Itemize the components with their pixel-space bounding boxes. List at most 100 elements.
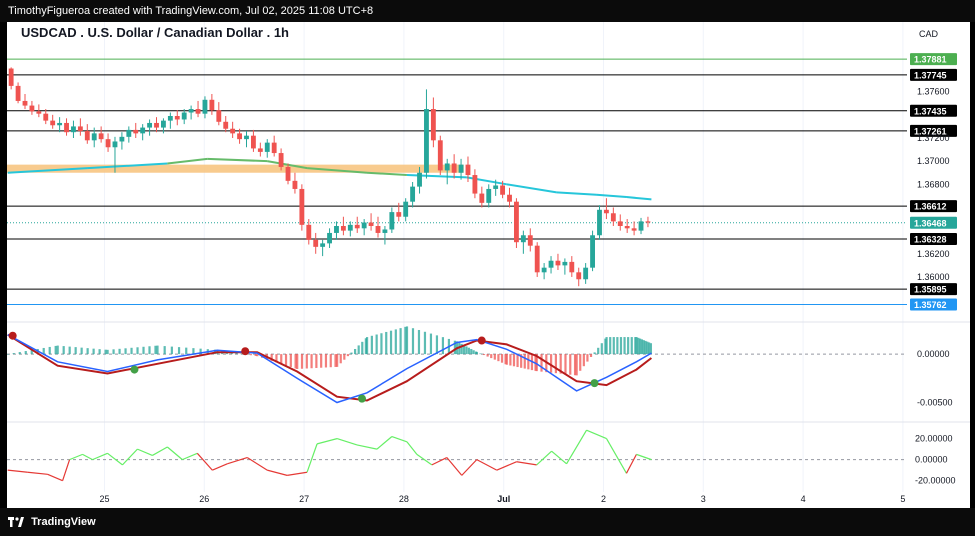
macd-hist-bar xyxy=(423,331,427,355)
osc-segment xyxy=(476,459,497,471)
chart-canvas[interactable]: 1.37881 1.37745 1.37435 1.37261 1.36612 1.363… xyxy=(7,22,970,508)
candle-body xyxy=(230,128,236,134)
osc-segment xyxy=(212,463,228,471)
macd-hist-bar xyxy=(357,345,360,355)
macd-hist-bar xyxy=(575,354,578,376)
candle-body xyxy=(389,212,395,230)
macd-hist-bar xyxy=(380,333,383,355)
osc-segment xyxy=(227,456,248,465)
macd-hist-bar xyxy=(365,337,369,355)
currency-label: CAD xyxy=(919,29,939,39)
candle-body xyxy=(410,186,416,202)
macd-hist-bar xyxy=(370,335,373,355)
candle-body xyxy=(133,129,139,134)
time-tick-label: Jul xyxy=(497,494,510,504)
candle-body xyxy=(278,153,284,167)
candle-body xyxy=(382,229,388,233)
candle-body xyxy=(237,133,242,140)
macd-hist-bar xyxy=(589,354,593,357)
osc-segment xyxy=(406,441,418,455)
time-axis: 25 26 27 28 Jul 2 3 4 5 xyxy=(99,494,905,504)
macd-hist-bar xyxy=(569,354,572,375)
horizontal-levels: 1.37881 1.37745 1.37435 1.37261 1.36612 1.363… xyxy=(7,53,957,311)
macd-hist-bar xyxy=(136,347,139,355)
candle-body xyxy=(257,148,263,152)
candle-body xyxy=(583,267,589,280)
macd-hist-bar xyxy=(490,354,493,359)
candle-body xyxy=(223,121,229,129)
macd-hist-bar xyxy=(479,353,482,355)
osc-segment xyxy=(516,461,537,466)
candle-body xyxy=(77,126,83,132)
macd-hist-bar xyxy=(405,326,409,355)
macd-hist-bar xyxy=(627,337,630,355)
osc-segment xyxy=(7,469,28,473)
macd-hist-bar xyxy=(310,354,313,369)
candle-body xyxy=(424,109,429,173)
macd-hist-bar xyxy=(635,337,638,355)
level-tag-label: 1.37435 xyxy=(914,106,947,116)
macd-hist-bar xyxy=(296,354,299,369)
candle-body xyxy=(541,267,547,273)
osc-segment xyxy=(267,469,288,476)
candle-body xyxy=(472,175,478,194)
macd-hist-bar xyxy=(300,354,304,369)
macd-hist-bar xyxy=(523,354,526,369)
candle-body xyxy=(161,120,166,128)
macd-hist-bar xyxy=(604,338,607,355)
osc-segment xyxy=(246,457,268,471)
macd-hist-bar xyxy=(462,345,466,355)
candle-body xyxy=(403,201,409,217)
candle-body xyxy=(610,213,616,222)
macd-hist-bar xyxy=(460,343,463,355)
grid xyxy=(7,22,970,492)
macd-hist-bar xyxy=(640,339,644,355)
macd-hist-bar xyxy=(646,341,649,355)
osc-segment xyxy=(287,471,308,476)
macd-hist-bar xyxy=(417,329,421,355)
macd-hist-bar xyxy=(482,354,486,356)
candle-body xyxy=(174,116,180,120)
candle-body xyxy=(216,110,222,122)
ma-segment xyxy=(7,167,88,174)
level-tag-label: 1.35895 xyxy=(914,285,947,295)
candle-body xyxy=(617,221,623,226)
time-tick-label: 26 xyxy=(199,494,209,504)
macd-cross-dot xyxy=(477,336,486,345)
osc-segment xyxy=(306,443,318,473)
macd-hist-bar xyxy=(270,354,273,361)
macd-hist-bar xyxy=(559,354,562,374)
osc-segment xyxy=(166,446,183,461)
candle-body xyxy=(500,185,506,195)
candle-body xyxy=(555,260,561,266)
candle-body xyxy=(444,163,450,171)
candle-body xyxy=(361,222,367,229)
macd-tick-label: -0.00500 xyxy=(917,397,953,407)
macd-hist-bar xyxy=(630,337,633,355)
tradingview-logo-icon xyxy=(8,517,24,528)
macd-hist-bar xyxy=(106,349,109,355)
macd-hist-bar xyxy=(12,353,15,355)
macd-hist-bar xyxy=(411,328,415,355)
candle-body xyxy=(71,126,76,133)
candle-body xyxy=(119,136,125,142)
candle-body xyxy=(597,209,602,236)
macd-hist-bar xyxy=(324,354,328,368)
macd-hist-bar xyxy=(486,354,489,357)
candle-body xyxy=(479,193,485,203)
osc-segment xyxy=(461,459,478,476)
macd-hist-bar xyxy=(639,338,642,355)
macd-hist-bar xyxy=(30,350,33,355)
macd-hist-bar xyxy=(112,349,115,355)
macd-signal-line xyxy=(7,333,653,402)
osc-segment xyxy=(107,452,123,466)
candle-body xyxy=(624,226,630,229)
macd-hist-bar xyxy=(475,351,478,355)
osc-segment xyxy=(496,461,517,471)
macd-hist-bar xyxy=(389,330,393,355)
macd-hist-bar xyxy=(579,354,582,371)
chart-frame[interactable]: 1.37881 1.37745 1.37435 1.37261 1.36612 1.363… xyxy=(7,22,970,508)
candle-body xyxy=(486,188,492,203)
macd-hist-bar xyxy=(497,354,500,362)
level-tag-label: 1.37745 xyxy=(914,70,947,80)
